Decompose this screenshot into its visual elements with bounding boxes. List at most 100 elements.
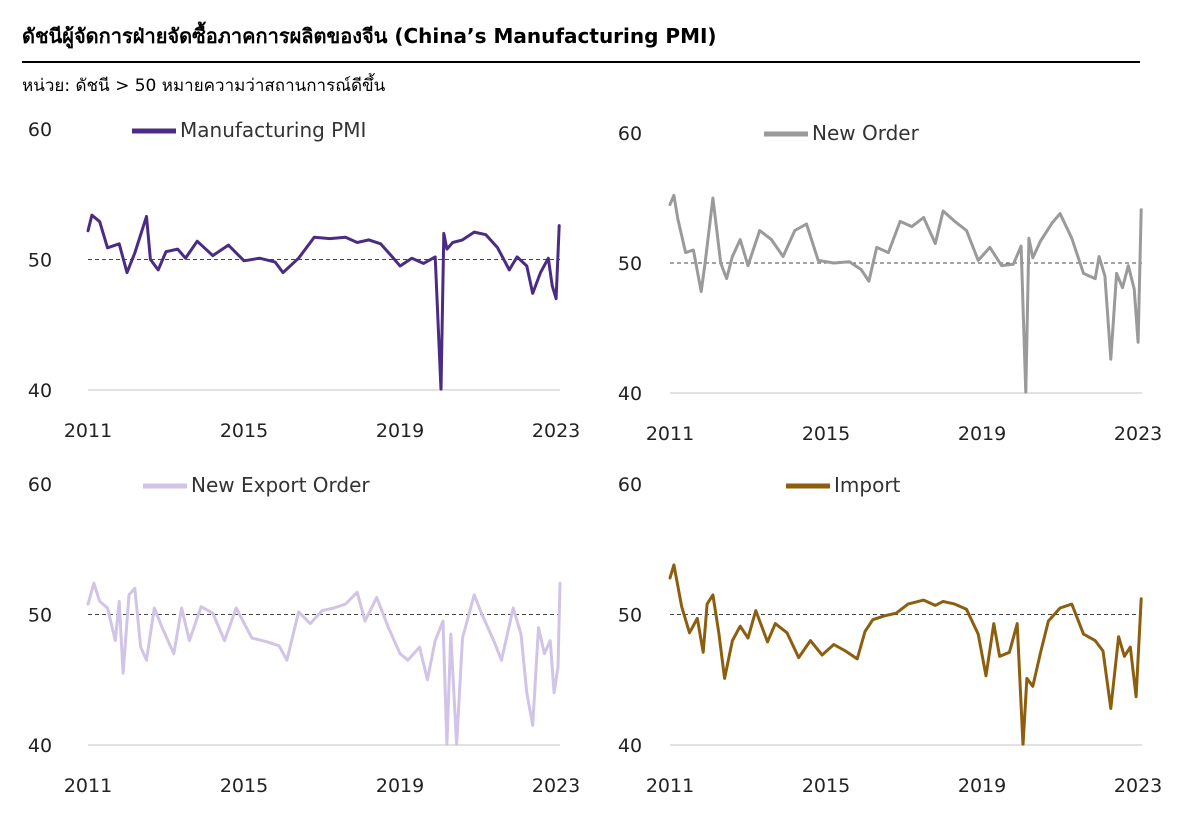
data-point [868,280,870,282]
data-point [356,241,358,244]
data-point [321,609,323,612]
data-point [1104,275,1106,277]
data-point [696,617,699,620]
x-tick-label: 2019 [376,775,424,797]
data-point [313,236,316,239]
data-point [1098,255,1100,258]
data-point [557,665,559,668]
x-tick-label: 2023 [1114,423,1162,445]
series-line [86,213,561,390]
data-point [872,618,874,621]
data-point [833,643,835,646]
data-point [692,249,695,251]
data-point [1024,392,1027,394]
data-point [391,256,394,258]
data-point [98,220,101,223]
data-point [481,613,483,616]
data-point [848,260,851,263]
data-point [91,214,93,216]
data-point [706,603,708,605]
legend-label: Import [834,473,901,497]
x-tick-label: 2019 [958,423,1006,445]
y-tick-label: 60 [618,474,642,496]
data-point [725,277,728,280]
data-point [446,248,448,250]
y-tick-label: 40 [618,383,642,405]
data-point [227,244,230,246]
data-point [1082,272,1085,275]
data-point [173,652,175,655]
data-point [266,641,269,643]
data-point [344,236,347,239]
data-point [243,260,245,262]
data-point [149,258,152,261]
data-point [258,257,261,259]
x-tick-label: 2019 [376,420,424,442]
y-tick-label: 50 [28,250,52,272]
data-point [539,271,542,274]
data-point [1070,237,1073,240]
data-point [537,626,540,629]
data-point [286,659,288,661]
data-point [1117,635,1120,638]
data-point [180,607,183,609]
data-point [700,290,703,293]
data-point [1026,677,1028,680]
y-tick-label: 50 [618,253,642,275]
data-point [1070,603,1073,605]
data-point [1059,212,1061,215]
data-point [492,639,495,642]
data-point [555,297,557,300]
data-point [118,600,121,603]
data-point [526,692,528,694]
data-point [442,620,444,622]
data-point [934,242,937,245]
data-point [344,603,347,605]
data-point [922,216,925,219]
data-point [520,633,522,635]
data-point [677,218,679,220]
series-line [668,193,1143,393]
data-point [531,292,534,295]
data-point [844,650,847,652]
series-line [86,581,562,745]
data-point [747,264,749,267]
data-point [684,251,687,254]
legend-label: New Export Order [191,473,370,497]
data-point [782,255,784,258]
data-point [196,240,199,243]
data-point [1031,685,1034,688]
data-point [1016,622,1018,625]
data-point [422,262,425,265]
data-point [558,224,561,227]
data-point [375,596,378,599]
data-point [965,229,968,232]
data-point [297,257,300,259]
data-point [1039,651,1042,654]
data-point [786,631,788,634]
data-point [496,246,499,249]
chart-import: 40 50 60 2011 2015 2019 2023 Import [618,473,1162,797]
x-tick-label: 2011 [64,775,112,797]
data-point [1115,272,1118,275]
data-point [426,678,429,681]
data-point [184,257,187,259]
data-point [461,239,464,241]
data-point [368,239,370,241]
data-point [446,744,448,746]
data-point [673,194,675,197]
chart-manufacturing-pmi: 40 50 60 2011 2015 2019 2023 Manufacturing PMI [28,118,580,442]
data-point [989,246,991,249]
y-tick-label: 50 [618,605,642,627]
data-point [1039,240,1042,242]
data-point [998,655,1001,658]
data-point [1102,650,1104,652]
data-point [731,255,734,258]
data-point [188,639,191,642]
x-tick-label: 2023 [1114,775,1162,797]
chart-new-export-order: 40 50 60 2011 2015 2019 2023 New Export Order [28,473,580,797]
data-point [717,631,720,634]
data-point [774,622,777,625]
data-point [922,599,925,601]
data-point [1109,358,1112,360]
